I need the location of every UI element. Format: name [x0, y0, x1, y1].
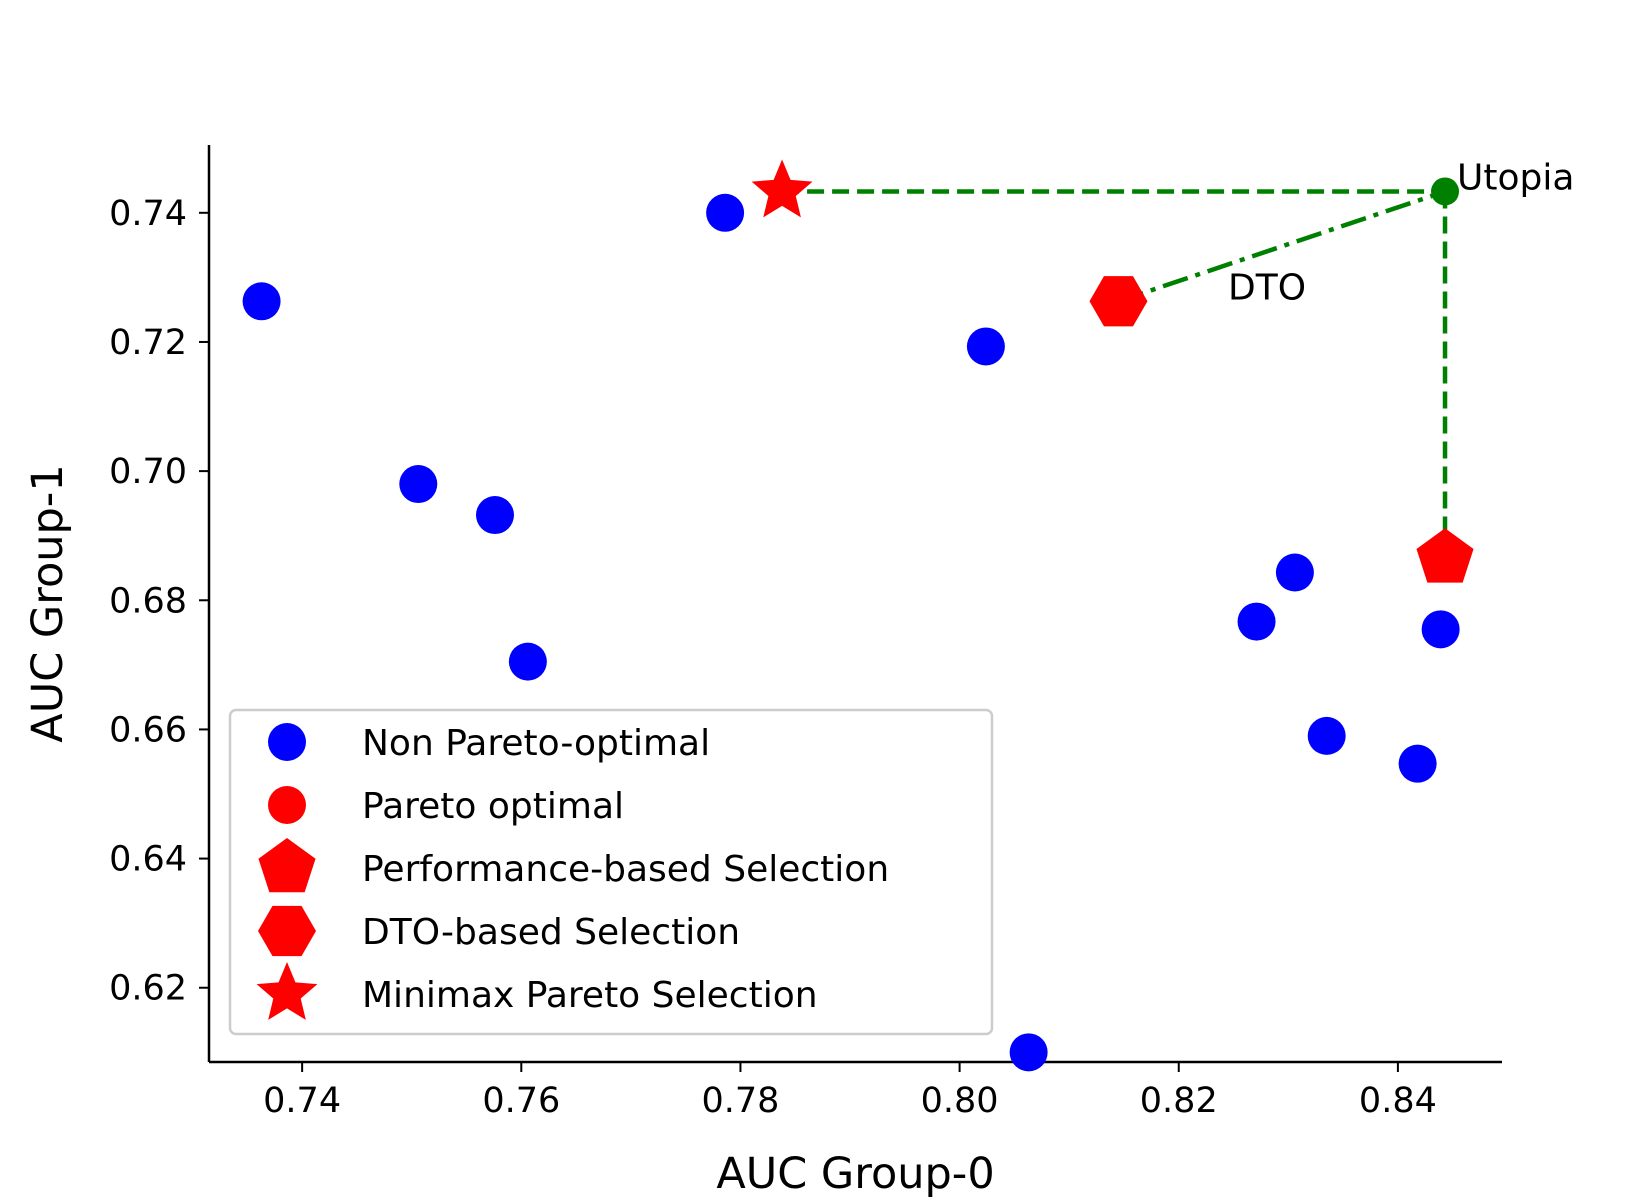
y-tick-label: 0.68: [109, 581, 187, 621]
dto-distance-line: [1117, 189, 1446, 304]
legend-marker: [256, 962, 318, 1020]
legend-marker: [268, 786, 306, 824]
x-tick-label: 0.78: [701, 1081, 779, 1121]
y-tick-label: 0.72: [109, 323, 187, 363]
non-pareto-optimal-point: [1421, 610, 1460, 649]
non-pareto-optimal-point: [706, 193, 745, 232]
non-pareto-optimal-point: [508, 642, 547, 681]
utopia-point: [1431, 177, 1460, 206]
y-tick-label: 0.70: [109, 452, 187, 492]
utopia-label: Utopia: [1457, 157, 1574, 198]
y-axis-label: AUC Group-1: [23, 464, 73, 742]
legend-marker: [268, 723, 306, 761]
y-tick-label: 0.74: [109, 194, 187, 234]
dto-label: DTO: [1228, 267, 1306, 308]
legend-box: [228, 708, 994, 1036]
performance-based-selection-point: [1416, 528, 1474, 583]
non-pareto-optimal-point: [1237, 602, 1276, 641]
non-pareto-optimal-point: [966, 327, 1005, 366]
legend-marker: [258, 905, 316, 957]
x-tick-label: 0.84: [1359, 1081, 1437, 1121]
non-pareto-optimal-point: [399, 465, 438, 504]
x-axis-label: AUC Group-0: [716, 1149, 994, 1199]
x-tick-label: 0.80: [921, 1081, 999, 1121]
legend: Non Pareto-optimal Pareto optimal Performa…: [228, 708, 994, 1036]
x-tick-label: 0.82: [1140, 1081, 1218, 1121]
non-pareto-optimal-point: [1009, 1033, 1048, 1072]
legend-entry-label: Pareto optimal: [362, 786, 624, 827]
non-pareto-optimal-point: [242, 282, 281, 321]
non-pareto-optimal-point: [1307, 716, 1346, 755]
y-tick-label: 0.64: [109, 840, 187, 880]
dto-based-selection-point: [1089, 276, 1148, 327]
annotations: Utopia DTO: [1228, 157, 1574, 308]
non-pareto-optimal-point: [475, 496, 514, 535]
legend-entry-label: DTO-based Selection: [362, 912, 740, 953]
guide-lines: [782, 189, 1448, 559]
x-tick-label: 0.74: [263, 1081, 341, 1121]
non-pareto-optimal-point: [1398, 744, 1437, 783]
minimax-pareto-selection-point: [751, 159, 813, 218]
legend-entry-label: Minimax Pareto Selection: [362, 975, 818, 1016]
x-tick-label: 0.76: [482, 1081, 560, 1121]
axes: 0.74 0.76 0.78 0.80 0.82 0.84 0.62 0.64 0.66 0.68…: [109, 145, 1502, 1121]
non-pareto-optimal-point: [1275, 553, 1314, 592]
y-tick-label: 0.62: [109, 969, 187, 1009]
legend-marker: [258, 838, 316, 893]
legend-entry-label: Non Pareto-optimal: [362, 723, 710, 764]
y-tick-label: 0.66: [109, 710, 187, 750]
legend-entry-label: Performance-based Selection: [362, 849, 889, 890]
data-points: [242, 159, 1474, 1072]
